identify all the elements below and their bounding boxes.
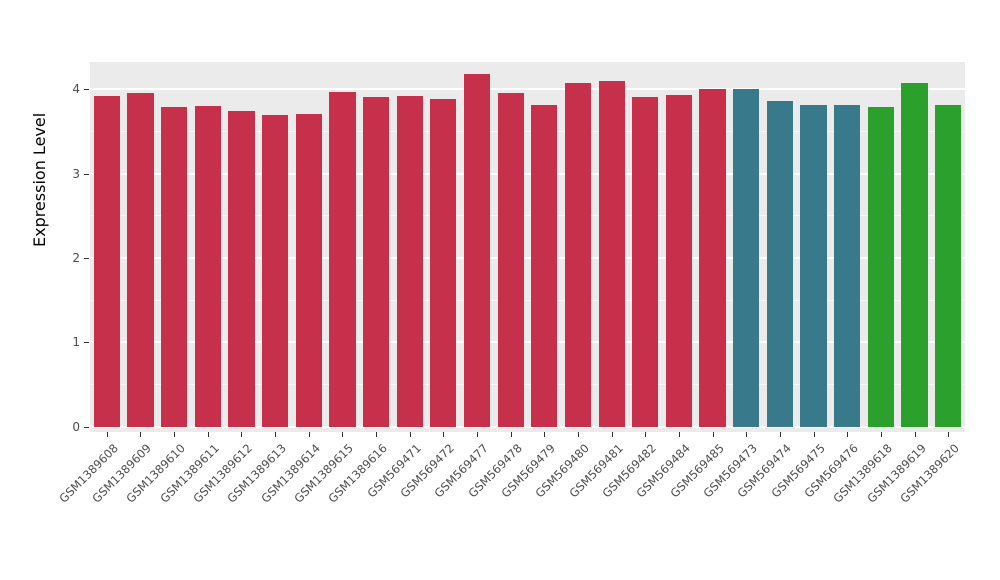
x-tick-mark (106, 432, 108, 437)
x-tick-mark (544, 432, 546, 437)
y-tick-mark (84, 342, 89, 344)
bar-GSM1389619 (901, 83, 928, 427)
x-tick-mark (779, 432, 781, 437)
x-tick-mark (207, 432, 209, 437)
gridline-major (90, 341, 965, 344)
x-tick-mark (847, 432, 849, 437)
x-tick-mark (746, 432, 748, 437)
y-tick-mark (84, 426, 89, 428)
x-tick-mark (342, 432, 344, 437)
y-tick-label: 4 (72, 82, 80, 97)
bar-GSM569485 (699, 89, 726, 427)
gridline-minor (90, 215, 965, 217)
bar-GSM569479 (531, 105, 558, 427)
y-tick-mark (84, 173, 89, 175)
y-tick-mark (84, 257, 89, 259)
x-tick-mark (914, 432, 916, 437)
x-tick-mark (174, 432, 176, 437)
x-tick-mark (140, 432, 142, 437)
bar-GSM569473 (733, 89, 760, 427)
bar-GSM569476 (834, 105, 861, 427)
plot-panel (90, 62, 965, 432)
bar-GSM569482 (632, 97, 659, 427)
bar-GSM569477 (463, 73, 491, 427)
bar-GSM1389610 (161, 106, 188, 427)
x-tick-mark (813, 432, 815, 437)
x-tick-mark (611, 432, 613, 437)
x-tick-mark (376, 432, 378, 437)
bar-GSM1389618 (867, 106, 894, 427)
bar-GSM569480 (564, 83, 592, 427)
bar-GSM569471 (396, 95, 423, 427)
y-tick-mark (84, 89, 89, 91)
gridline-minor (90, 130, 965, 132)
bar-GSM569484 (665, 94, 693, 427)
bar-GSM569472 (430, 99, 457, 427)
y-axis-title: Expression Level (30, 112, 49, 247)
x-tick-mark (880, 432, 882, 437)
bar-GSM1389620 (935, 105, 962, 427)
x-tick-mark (477, 432, 479, 437)
x-tick-mark (241, 432, 243, 437)
bar-GSM1389616 (362, 96, 390, 427)
x-tick-mark (409, 432, 411, 437)
gridline-major (90, 172, 965, 175)
y-tick-label: 0 (72, 419, 80, 434)
bar-GSM1389612 (228, 110, 255, 427)
x-tick-mark (577, 432, 579, 437)
x-tick-mark (678, 432, 680, 437)
bar-GSM1389608 (93, 95, 120, 427)
bar-GSM569474 (766, 100, 794, 427)
y-tick-label: 1 (72, 335, 80, 350)
gridline-major (90, 256, 965, 259)
x-tick-mark (308, 432, 310, 437)
bar-GSM1389609 (127, 93, 154, 427)
x-tick-label-GSM1389620: GSM1389620 (897, 441, 963, 506)
bar-GSM1389615 (329, 92, 356, 427)
bar-GSM569481 (598, 81, 625, 427)
x-tick-mark (948, 432, 950, 437)
x-tick-mark (443, 432, 445, 437)
x-tick-mark (645, 432, 647, 437)
y-tick-label: 2 (72, 250, 80, 265)
x-tick-mark (712, 432, 714, 437)
gridline-minor (90, 384, 965, 386)
gridline-minor (90, 299, 965, 301)
bar-GSM1389613 (261, 115, 289, 427)
gridline-major (90, 88, 965, 91)
x-tick-mark (275, 432, 277, 437)
y-tick-label: 3 (72, 166, 80, 181)
bar-GSM569478 (497, 93, 524, 427)
bar-GSM1389614 (295, 113, 322, 427)
gridline-major (90, 425, 965, 428)
bar-GSM1389611 (194, 105, 221, 427)
x-tick-mark (510, 432, 512, 437)
bar-GSM569475 (800, 105, 827, 427)
